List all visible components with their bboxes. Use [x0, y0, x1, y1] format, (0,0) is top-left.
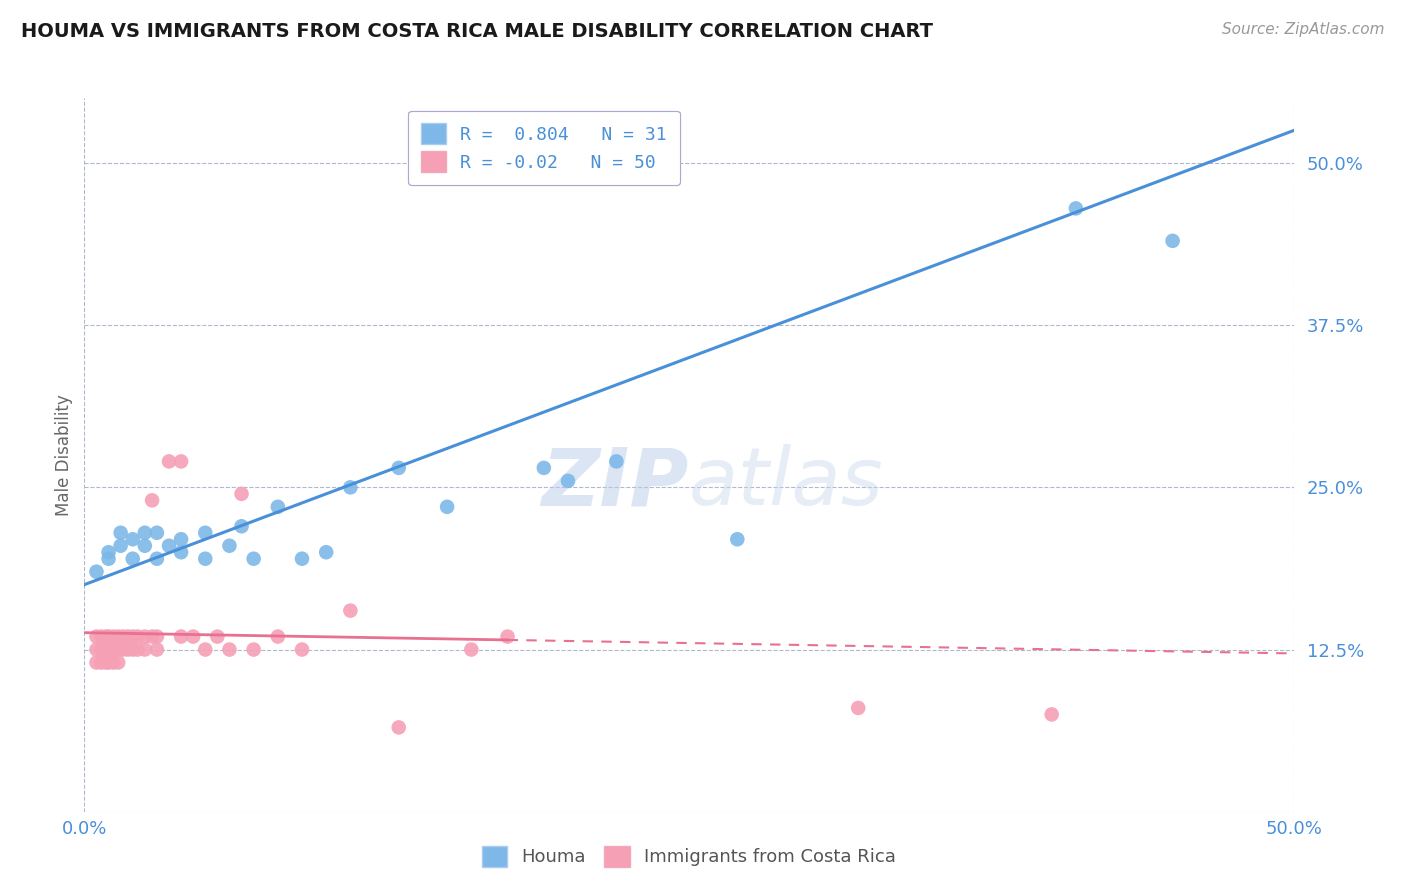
- Point: [157, 539, 180, 553]
- Point: [157, 454, 180, 468]
- Point: [315, 545, 337, 559]
- Point: [339, 480, 361, 494]
- Point: [1040, 707, 1063, 722]
- Point: [339, 604, 361, 618]
- Point: [218, 642, 240, 657]
- Point: [86, 565, 108, 579]
- Point: [388, 720, 411, 734]
- Point: [94, 656, 117, 670]
- Text: Source: ZipAtlas.com: Source: ZipAtlas.com: [1222, 22, 1385, 37]
- Point: [90, 630, 112, 644]
- Point: [103, 630, 125, 644]
- Point: [134, 525, 156, 540]
- Point: [146, 525, 169, 540]
- Point: [146, 642, 169, 657]
- Point: [94, 648, 117, 663]
- Point: [94, 642, 117, 657]
- Point: [86, 656, 108, 670]
- Point: [110, 539, 132, 553]
- Point: [242, 642, 264, 657]
- Point: [97, 545, 120, 559]
- Point: [170, 454, 193, 468]
- Point: [846, 701, 869, 715]
- Point: [134, 630, 156, 644]
- Point: [267, 630, 290, 644]
- Point: [134, 642, 156, 657]
- Point: [146, 551, 169, 566]
- Point: [107, 656, 129, 670]
- Point: [107, 630, 129, 644]
- Point: [460, 642, 482, 657]
- Point: [97, 656, 120, 670]
- Point: [194, 642, 217, 657]
- Point: [103, 656, 125, 670]
- Point: [231, 487, 253, 501]
- Point: [267, 500, 290, 514]
- Point: [121, 630, 143, 644]
- Point: [388, 461, 411, 475]
- Point: [170, 545, 193, 559]
- Text: atlas: atlas: [689, 444, 884, 523]
- Point: [117, 642, 139, 657]
- Point: [496, 630, 519, 644]
- Point: [218, 539, 240, 553]
- Point: [103, 642, 125, 657]
- Point: [112, 630, 135, 644]
- Point: [86, 642, 108, 657]
- Point: [291, 551, 314, 566]
- Point: [291, 642, 314, 657]
- Point: [170, 630, 193, 644]
- Point: [86, 630, 108, 644]
- Point: [90, 642, 112, 657]
- Point: [1064, 202, 1087, 216]
- Point: [436, 500, 458, 514]
- Point: [127, 642, 149, 657]
- Point: [194, 525, 217, 540]
- Point: [194, 551, 217, 566]
- Legend: R =  0.804   N = 31, R = -0.02   N = 50: R = 0.804 N = 31, R = -0.02 N = 50: [408, 111, 679, 185]
- Point: [112, 642, 135, 657]
- Point: [207, 630, 229, 644]
- Point: [242, 551, 264, 566]
- Point: [181, 630, 204, 644]
- Point: [97, 551, 120, 566]
- Point: [121, 642, 143, 657]
- Point: [170, 533, 193, 547]
- Point: [97, 642, 120, 657]
- Text: ZIP: ZIP: [541, 444, 689, 523]
- Point: [231, 519, 253, 533]
- Point: [121, 533, 143, 547]
- Point: [533, 461, 555, 475]
- Point: [557, 474, 579, 488]
- Point: [141, 630, 163, 644]
- Text: HOUMA VS IMMIGRANTS FROM COSTA RICA MALE DISABILITY CORRELATION CHART: HOUMA VS IMMIGRANTS FROM COSTA RICA MALE…: [21, 22, 934, 41]
- Point: [90, 656, 112, 670]
- Point: [117, 630, 139, 644]
- Point: [97, 630, 120, 644]
- Point: [127, 630, 149, 644]
- Point: [725, 533, 748, 547]
- Legend: Houma, Immigrants from Costa Rica: Houma, Immigrants from Costa Rica: [475, 838, 903, 874]
- Point: [141, 493, 163, 508]
- Point: [146, 630, 169, 644]
- Point: [107, 642, 129, 657]
- Point: [121, 551, 143, 566]
- Y-axis label: Male Disability: Male Disability: [55, 394, 73, 516]
- Point: [605, 454, 627, 468]
- Point: [110, 525, 132, 540]
- Point: [134, 539, 156, 553]
- Point: [94, 630, 117, 644]
- Point: [1161, 234, 1184, 248]
